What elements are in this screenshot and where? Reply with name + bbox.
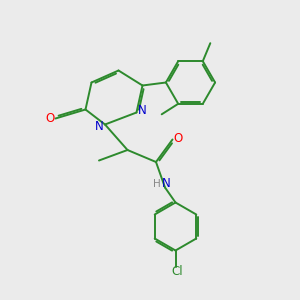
- Text: N: N: [95, 120, 104, 134]
- Text: H: H: [153, 179, 160, 189]
- Text: O: O: [46, 112, 55, 125]
- Text: N: N: [162, 177, 171, 190]
- Text: O: O: [173, 131, 182, 145]
- Text: N: N: [137, 104, 146, 118]
- Text: Cl: Cl: [171, 265, 183, 278]
